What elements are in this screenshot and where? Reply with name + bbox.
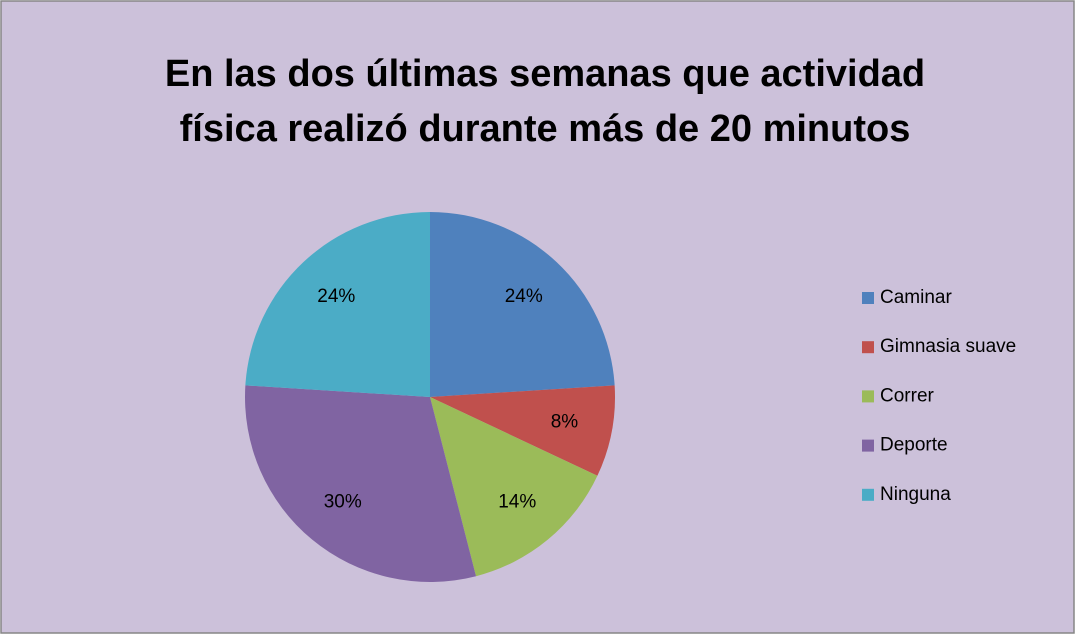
legend-label: Correr <box>880 385 935 406</box>
legend-swatch <box>862 341 874 354</box>
data-label: 24% <box>317 286 355 307</box>
pie-slice <box>430 385 616 476</box>
legend-label: Deporte <box>880 435 948 456</box>
chart-title: física realizó durante más de 20 minutos <box>180 108 911 150</box>
legend-label: Caminar <box>880 287 952 308</box>
data-label: 24% <box>505 286 543 307</box>
legend-swatch <box>862 390 874 403</box>
chart-title: En las dos últimas semanas que actividad <box>165 53 925 95</box>
legend-swatch <box>862 439 874 452</box>
pie-slice <box>245 212 430 397</box>
pie-slice <box>430 212 615 397</box>
legend-label: Ninguna <box>880 484 951 505</box>
data-label: 14% <box>498 491 536 512</box>
pie-slice <box>245 385 477 582</box>
legend-label: Gimnasia suave <box>880 336 1016 357</box>
legend-swatch <box>862 292 874 304</box>
data-label: 8% <box>551 412 579 433</box>
legend-swatch <box>862 488 874 501</box>
pie-slice <box>430 397 598 577</box>
data-label: 30% <box>324 491 362 512</box>
